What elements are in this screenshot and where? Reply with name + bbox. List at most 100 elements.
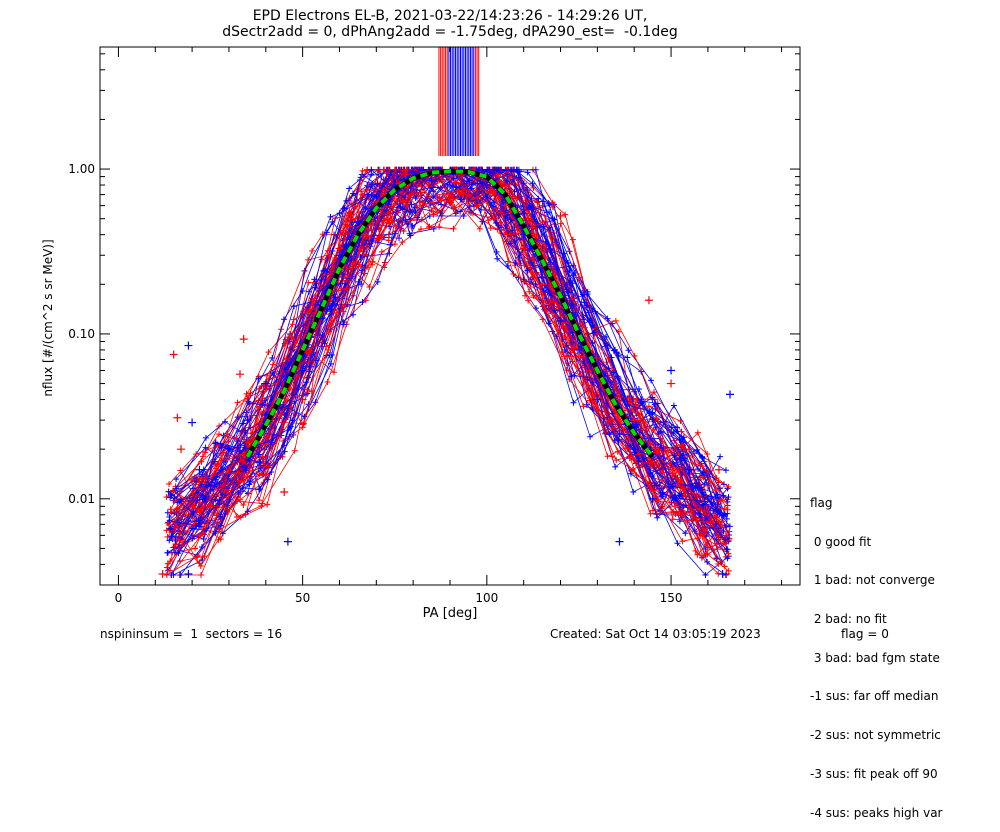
data-point-marker [242,467,249,474]
x-tick-label: 0 [115,591,123,605]
data-point-marker [699,463,706,470]
data-point-marker [541,307,548,314]
data-point-marker [453,184,460,191]
legend-item: -1 sus: far off median [810,689,939,704]
data-point-marker [347,217,354,224]
data-point-marker [507,231,514,238]
data-point-marker [723,515,730,522]
data-point-marker [259,401,266,408]
data-point-marker [546,224,553,231]
data-point-marker [625,347,632,354]
data-point-marker [290,316,297,323]
data-point-marker [495,222,502,229]
pitch-angle-plot: 0 50 100 150 0.01 0.10 1.00 PA [deg] nflux [#/… [41,46,801,621]
data-point-marker [430,211,437,218]
data-point-marker [196,475,203,482]
data-point-marker [197,562,204,569]
data-point-marker [281,448,288,455]
data-point-marker [704,558,711,565]
data-point-marker [473,188,480,195]
y-axis-label: nflux [#/(cm^2 s sr MeV)] [41,239,55,396]
data-point-marker [557,220,564,227]
data-point-marker [495,193,502,200]
data-point-marker [195,520,202,527]
data-point-marker [631,352,638,359]
data-point-marker [580,379,587,386]
data-point-marker [259,453,266,460]
data-point-marker [512,259,519,266]
data-point-marker [697,531,704,538]
data-point-marker [504,178,511,185]
data-point-marker [700,518,707,525]
data-point-marker [364,264,371,271]
data-point-marker [457,208,464,215]
series-point [667,366,676,375]
data-point-marker [237,457,244,464]
footer-created: Created: Sat Oct 14 03:05:19 2023 [550,627,761,641]
series-point [206,481,215,490]
footer-flag: flag = 0 [841,627,889,641]
data-point-marker [246,399,253,406]
data-point-marker [551,216,558,223]
data-point-marker [212,439,219,446]
legend-item: -2 sus: not symmetric [810,728,941,743]
trace-line [174,169,723,523]
data-point-marker [570,262,577,269]
data-point-marker [412,195,419,202]
legend-item: 3 bad: bad fgm state [810,650,940,665]
data-point-marker [164,509,171,516]
trace-line [175,191,717,542]
data-point-marker [527,202,534,209]
data-point-marker [583,401,590,408]
trace-line [166,178,722,568]
data-point-marker [349,190,356,197]
trace-line [168,169,724,516]
data-point-marker [201,553,208,560]
series-point [611,379,620,388]
data-point-marker [624,445,631,452]
data-point-marker [369,261,376,268]
data-point-marker [563,367,570,374]
data-point-marker [534,199,541,206]
data-point-marker [399,239,406,246]
data-point-marker [304,386,311,393]
data-point-marker [656,453,663,460]
data-point-marker [526,288,533,295]
data-point-marker [200,536,207,543]
data-point-marker [355,263,362,270]
data-point-marker [217,440,224,447]
spike-layer [438,47,480,157]
data-point-marker [265,349,272,356]
data-point-marker [217,450,224,457]
data-point-marker [303,379,310,386]
data-point-marker [627,399,634,406]
data-point-marker [654,514,661,521]
data-point-marker [336,210,343,217]
data-point-marker [197,499,204,506]
series-point [538,273,547,282]
data-point-marker [377,170,384,177]
data-point-marker [669,484,676,491]
data-point-marker [545,320,552,327]
data-point-marker [549,233,556,240]
series-point [416,188,425,197]
series-point [261,470,270,479]
data-point-marker [392,223,399,230]
data-point-marker [624,401,631,408]
series-point [644,296,653,305]
data-point-marker [602,370,609,377]
data-point-marker [406,191,413,198]
data-point-marker [602,334,609,341]
series-point [615,537,624,546]
data-point-marker [630,488,637,495]
data-point-marker [401,194,408,201]
data-point-marker [222,486,229,493]
data-point-marker [330,369,337,376]
data-point-marker [291,447,298,454]
data-point-marker [587,433,594,440]
data-point-marker [177,467,184,474]
data-point-marker [715,561,722,568]
data-point-marker [329,248,336,255]
data-point-marker [476,225,483,232]
series-point [372,185,381,194]
